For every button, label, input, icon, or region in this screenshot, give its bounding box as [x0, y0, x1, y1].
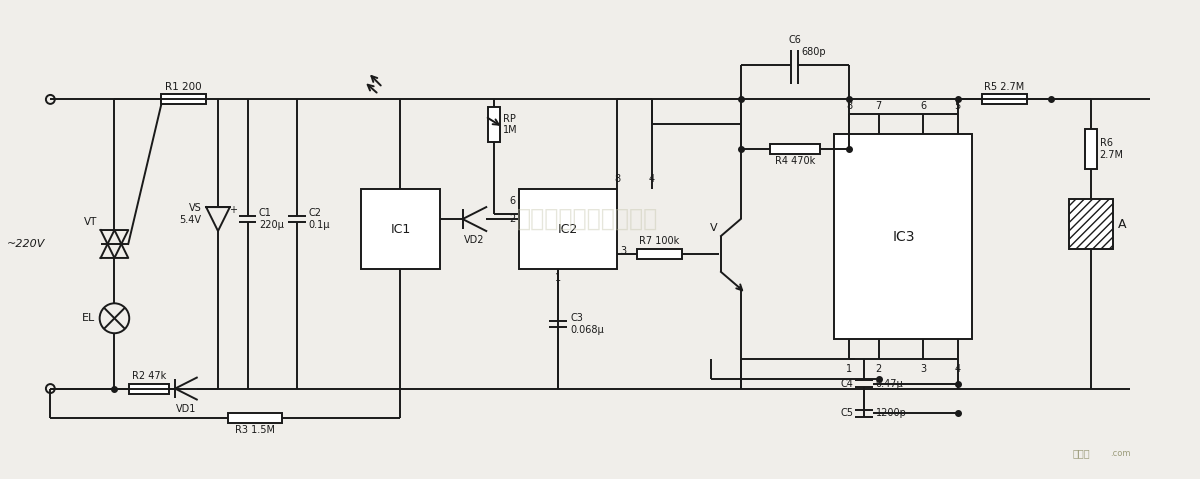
Text: 4: 4	[649, 174, 655, 184]
Text: VD1: VD1	[175, 403, 196, 413]
Text: 5: 5	[954, 102, 961, 112]
Text: 3: 3	[620, 246, 626, 256]
Bar	[983, 94, 1027, 104]
Text: VS
5.4V: VS 5.4V	[179, 203, 202, 225]
Text: A: A	[1118, 217, 1127, 230]
Text: 2: 2	[876, 364, 882, 374]
Text: R2 47k: R2 47k	[132, 371, 166, 381]
Text: R3 1.5M: R3 1.5M	[235, 425, 275, 435]
Text: 接线图: 接线图	[1072, 448, 1090, 458]
Text: 8: 8	[614, 174, 620, 184]
Text: 2: 2	[510, 214, 516, 224]
Text: R1 200: R1 200	[166, 82, 202, 92]
Text: VT: VT	[84, 217, 97, 227]
Text: 0.47μ: 0.47μ	[876, 378, 904, 388]
Text: C2
0.1μ: C2 0.1μ	[308, 208, 330, 230]
Text: C1
220μ: C1 220μ	[259, 208, 284, 230]
Text: V: V	[710, 223, 718, 233]
Text: VD2: VD2	[464, 235, 485, 244]
Text: ~220V: ~220V	[7, 239, 46, 249]
Text: .com: .com	[1110, 449, 1130, 458]
Bar	[770, 144, 820, 154]
Text: 1200p: 1200p	[876, 409, 907, 419]
Bar	[1069, 199, 1114, 249]
Text: C3
0.068μ: C3 0.068μ	[570, 313, 604, 334]
Text: R7 100k: R7 100k	[640, 237, 679, 247]
Bar	[834, 134, 972, 339]
Bar	[488, 107, 500, 142]
Text: 1: 1	[846, 364, 852, 374]
Text: 6: 6	[920, 102, 926, 112]
Text: R4 470k: R4 470k	[775, 156, 815, 166]
Bar	[228, 413, 282, 423]
Bar	[1085, 129, 1097, 169]
Bar	[361, 189, 440, 269]
Text: 1: 1	[556, 273, 562, 283]
Text: RP
1M: RP 1M	[503, 114, 517, 135]
Bar	[130, 384, 169, 394]
Text: C4: C4	[840, 378, 853, 388]
Text: C5: C5	[840, 409, 853, 419]
Text: +: +	[229, 205, 238, 215]
Text: 8: 8	[846, 102, 852, 112]
Text: IC1: IC1	[390, 223, 410, 236]
Text: IC3: IC3	[892, 229, 914, 243]
Bar	[637, 249, 682, 259]
Text: 6: 6	[510, 196, 516, 206]
Text: R6
2.7M: R6 2.7M	[1099, 138, 1123, 160]
Text: 680p: 680p	[802, 46, 826, 57]
Text: EL: EL	[82, 313, 95, 323]
Text: R5 2.7M: R5 2.7M	[984, 82, 1025, 92]
Text: C6: C6	[788, 34, 802, 45]
Text: 杭州将睿科技有限公司: 杭州将睿科技有限公司	[517, 207, 659, 231]
Bar	[518, 189, 618, 269]
Text: 4: 4	[955, 364, 961, 374]
Text: 3: 3	[920, 364, 926, 374]
Text: IC2: IC2	[558, 223, 578, 236]
Text: 7: 7	[876, 102, 882, 112]
Bar	[161, 94, 205, 104]
